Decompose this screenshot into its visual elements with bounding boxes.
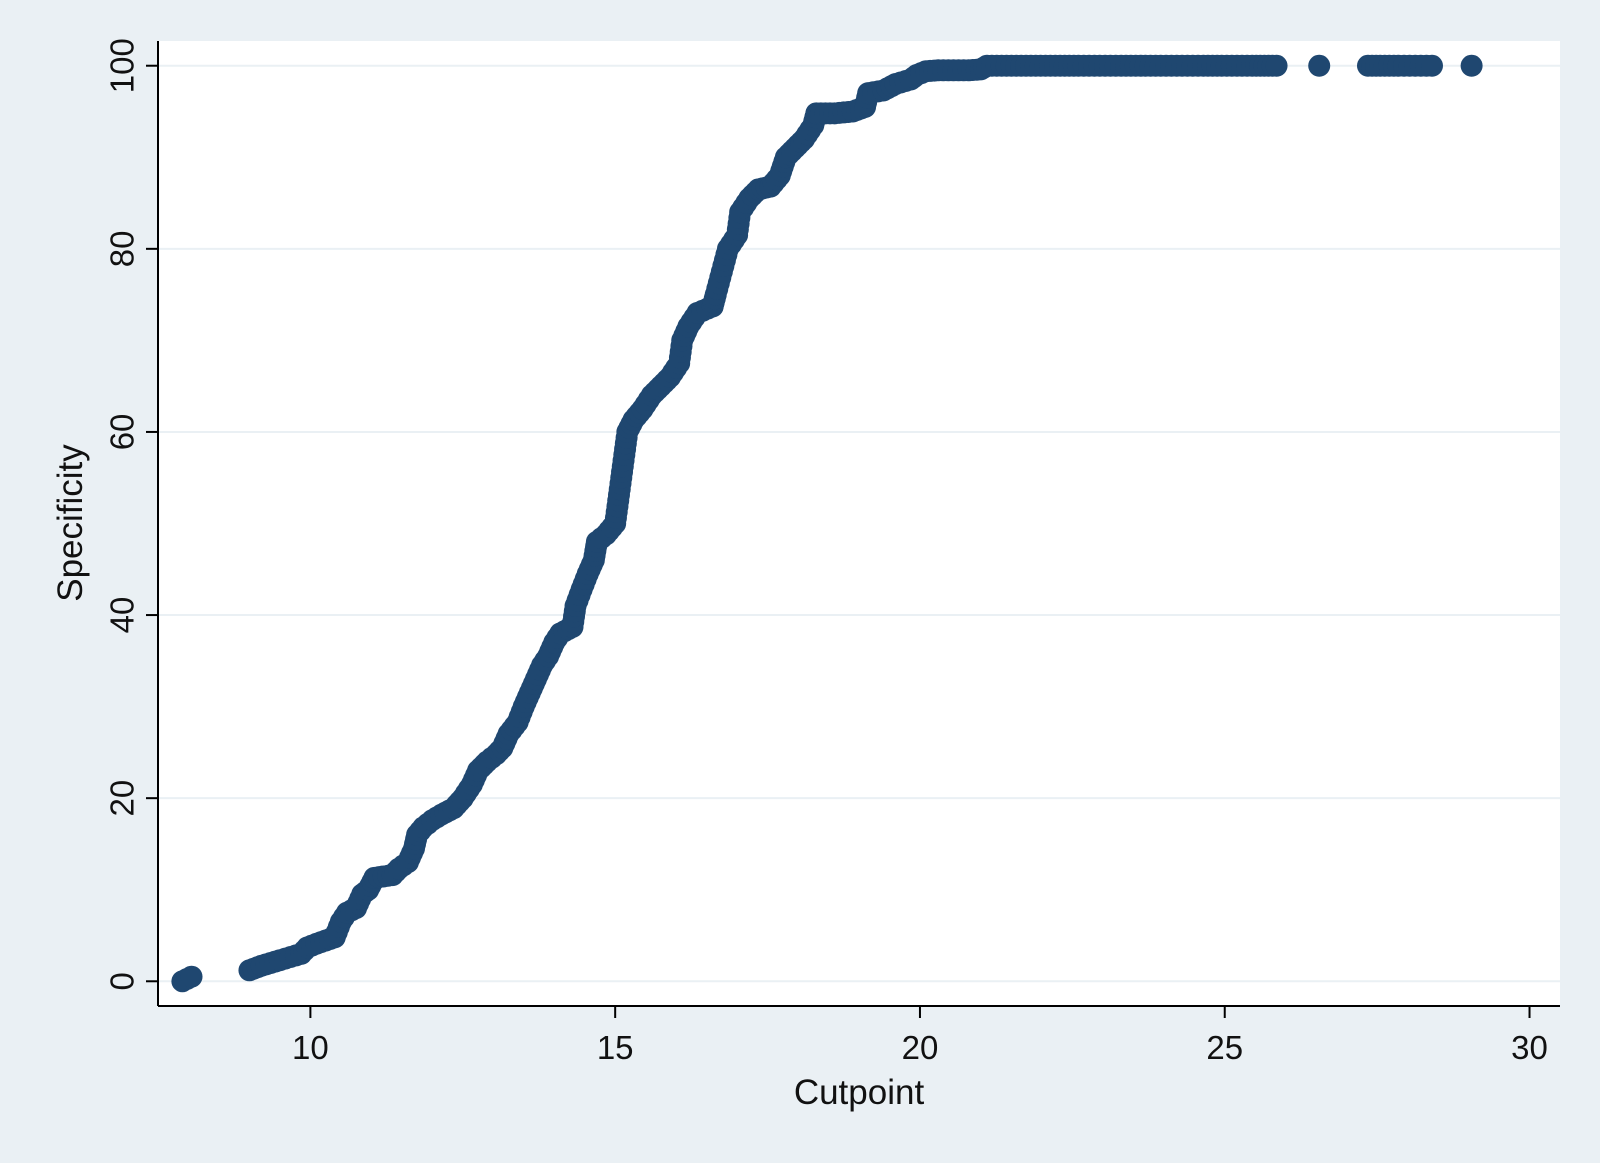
gridlines — [158, 64, 1560, 983]
y-axis-title: Specificity — [51, 444, 90, 602]
x-tick-label: 20 — [902, 1029, 939, 1066]
data-point — [1265, 54, 1288, 77]
x-axis-ticks: 10 15 20 25 30 — [292, 1006, 1548, 1066]
y-tick-label: 40 — [104, 597, 141, 634]
x-tick-label: 30 — [1511, 1029, 1548, 1066]
x-axis-title: Cutpoint — [794, 1073, 925, 1112]
x-tick-label: 25 — [1206, 1029, 1243, 1066]
y-tick-label: 60 — [104, 414, 141, 451]
data-point — [1460, 54, 1483, 77]
plot-background — [158, 41, 1560, 1006]
data-point — [1308, 54, 1331, 77]
data-point — [1420, 54, 1443, 77]
x-tick-label: 10 — [292, 1029, 329, 1066]
y-tick-label: 0 — [104, 972, 141, 990]
y-tick-label: 20 — [104, 780, 141, 817]
data-point — [180, 965, 203, 988]
y-tick-label: 80 — [104, 230, 141, 267]
data-markers — [171, 54, 1483, 993]
y-tick-label: 100 — [104, 38, 141, 93]
x-tick-label: 15 — [597, 1029, 634, 1066]
y-axis-ticks: 0 20 40 60 80 100 — [104, 38, 158, 990]
